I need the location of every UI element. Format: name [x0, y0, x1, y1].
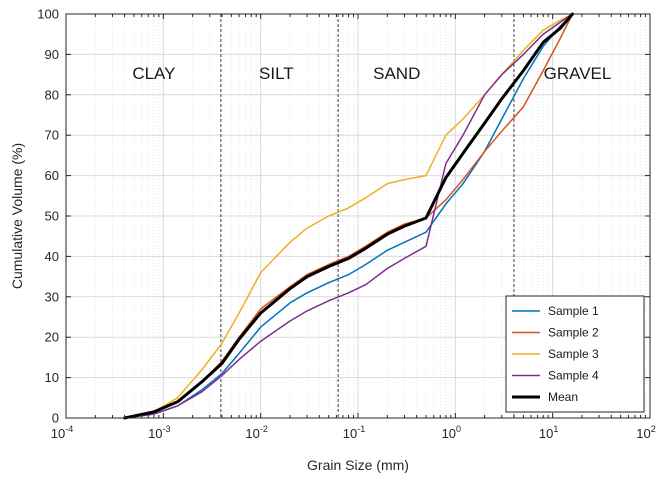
tick-exponent: 0 — [456, 424, 461, 434]
tick-exponent: 1 — [553, 424, 558, 434]
series-line — [123, 13, 574, 419]
y-tick-label: 10 — [45, 370, 59, 385]
legend-label: Mean — [548, 390, 578, 404]
zone-label: SILT — [259, 64, 294, 83]
tick-base: 10 — [51, 426, 65, 441]
x-tick-label: 10-2 — [245, 424, 267, 441]
legend-label: Sample 2 — [548, 326, 599, 340]
legend-label: Sample 4 — [548, 369, 599, 383]
tick-exponent: -3 — [163, 424, 171, 434]
tick-exponent: -2 — [260, 424, 268, 434]
tick-base: 10 — [539, 426, 553, 441]
tick-exponent: 2 — [651, 424, 656, 434]
y-tick-label: 0 — [52, 411, 59, 426]
y-tick-label: 50 — [45, 209, 59, 224]
tick-base: 10 — [343, 426, 357, 441]
zone-label: CLAY — [132, 64, 175, 83]
zone-label: GRAVEL — [544, 64, 612, 83]
tick-exponent: -1 — [357, 424, 365, 434]
tick-base: 10 — [245, 426, 259, 441]
series-line — [123, 13, 574, 419]
y-tick-label: 40 — [45, 249, 59, 264]
y-tick-label: 70 — [45, 128, 59, 143]
x-tick-label: 102 — [636, 424, 655, 441]
y-tick-label: 100 — [37, 7, 59, 22]
x-tick-label: 10-1 — [343, 424, 365, 441]
x-tick-labels: 10-4 10-3 10-2 10-1 100 101 102 — [51, 424, 656, 441]
legend-label: Sample 1 — [548, 304, 599, 318]
tick-exponent: -4 — [65, 424, 73, 434]
legend: Sample 1 Sample 2 Sample 3 Sample 4 Mean — [505, 295, 645, 413]
y-tick-label: 20 — [45, 330, 59, 345]
series-line — [123, 12, 574, 420]
legend-label: Sample 3 — [548, 347, 599, 361]
x-tick-label: 101 — [539, 424, 558, 441]
size-class-labels: CLAY SILT SAND GRAVEL — [132, 64, 611, 83]
y-axis-title: Cumulative Volume (%) — [9, 143, 25, 289]
y-tick-label: 80 — [45, 87, 59, 102]
y-tick-labels: 0 10 20 30 40 50 60 70 80 90 100 — [37, 7, 59, 426]
x-axis-title: Grain Size (mm) — [307, 457, 409, 473]
y-tick-label: 30 — [45, 289, 59, 304]
y-tick-label: 90 — [45, 47, 59, 62]
series-lines — [123, 12, 574, 420]
x-tick-label: 10-4 — [51, 424, 73, 441]
x-tick-label: 10-3 — [148, 424, 170, 441]
series-line — [123, 13, 574, 419]
tick-base: 10 — [442, 426, 456, 441]
axis-tick-marks — [65, 13, 651, 419]
tick-base: 10 — [148, 426, 162, 441]
y-tick-label: 60 — [45, 168, 59, 183]
tick-base: 10 — [636, 426, 650, 441]
x-tick-label: 100 — [442, 424, 461, 441]
zone-label: SAND — [373, 64, 420, 83]
